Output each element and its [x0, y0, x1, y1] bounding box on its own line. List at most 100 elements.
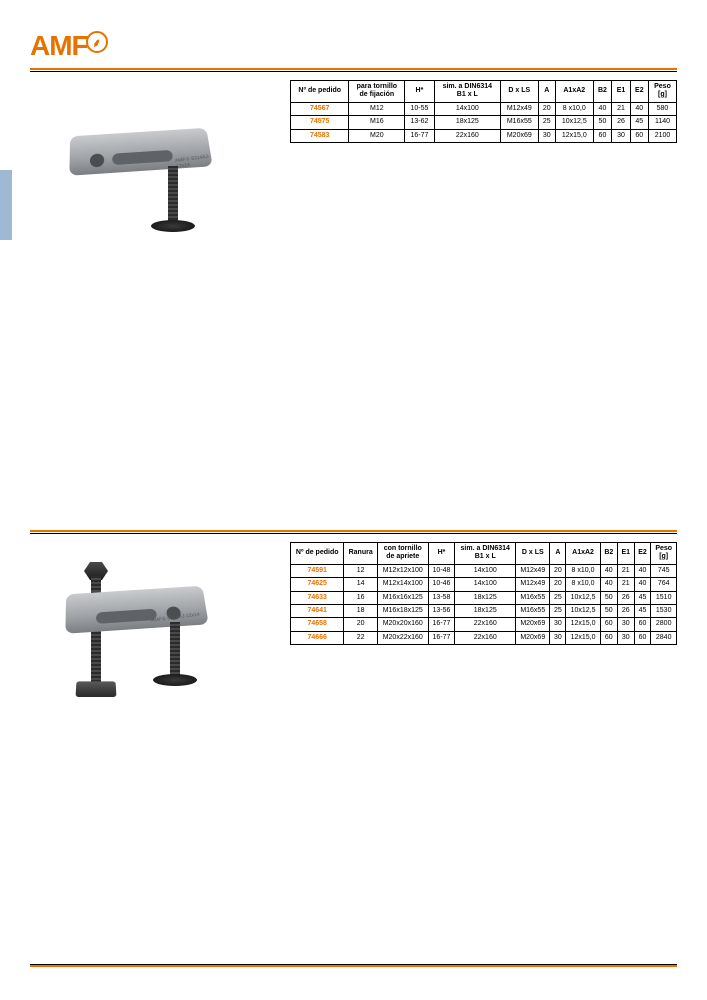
table-row: 7459112M12x12x10010-4814x100M12x49208 x1…: [291, 564, 677, 577]
table-cell: 74575: [291, 116, 349, 129]
table-header: E1: [612, 81, 630, 103]
table-cell: 21: [617, 578, 634, 591]
table-cell: 16-77: [428, 631, 455, 644]
table-header: D x LS: [501, 81, 539, 103]
table-row: 7463316M16x16x12513-5818x125M16x552510x1…: [291, 591, 677, 604]
table-header: E1: [617, 543, 634, 565]
table-cell: 2800: [651, 618, 677, 631]
section-1: AMF① 6314AJ-12x14 Nº de pedidopara torni…: [30, 80, 677, 270]
table-cell: 13-56: [428, 604, 455, 617]
table-cell: 74591: [291, 564, 344, 577]
table-1: Nº de pedidopara tornillode fijaciónH*si…: [290, 80, 677, 143]
table-cell: M20x20x160: [377, 618, 428, 631]
table-cell: 764: [651, 578, 677, 591]
table-header: A1xA2: [555, 81, 593, 103]
table-cell: M16x16x125: [377, 591, 428, 604]
table-cell: 30: [612, 129, 630, 142]
divider-black-2: [30, 533, 677, 534]
table-cell: 50: [593, 116, 612, 129]
table-cell: M16x18x125: [377, 604, 428, 617]
table-cell: M12x14x100: [377, 578, 428, 591]
table-header: Nº de pedido: [291, 543, 344, 565]
table-cell: 74583: [291, 129, 349, 142]
table-cell: M20x22x160: [377, 631, 428, 644]
table-cell: 40: [593, 102, 612, 115]
table-cell: 74625: [291, 578, 344, 591]
table-cell: 30: [617, 618, 634, 631]
section-1-right: Nº de pedidopara tornillode fijaciónH*si…: [290, 80, 677, 270]
table-header: Peso[g]: [648, 81, 676, 103]
table-cell: 74666: [291, 631, 344, 644]
table-cell: 60: [600, 618, 617, 631]
table-2: Nº de pedidoRanuracon tornillode apriete…: [290, 542, 677, 645]
table-cell: 21: [617, 564, 634, 577]
table-cell: 40: [634, 564, 651, 577]
table-cell: 580: [648, 102, 676, 115]
table-row: 74575M1613-6218x125M16x552510x12,5502645…: [291, 116, 677, 129]
table-header: A: [538, 81, 555, 103]
table-cell: 74633: [291, 591, 344, 604]
logo: AMF ⸙: [30, 30, 677, 62]
table-cell: 30: [550, 618, 566, 631]
table-cell: M16x55: [516, 591, 550, 604]
table-cell: 8 x10,0: [555, 102, 593, 115]
table-cell: 12x15,0: [566, 618, 600, 631]
table-cell: 10x12,5: [555, 116, 593, 129]
table-cell: 26: [617, 591, 634, 604]
table-cell: 22: [344, 631, 378, 644]
table-cell: 74641: [291, 604, 344, 617]
table-cell: 10-48: [428, 564, 455, 577]
product-image-1: AMF① 6314AJ-12x14: [60, 120, 240, 270]
table-header: E2: [634, 543, 651, 565]
table-header: con tornillode apriete: [377, 543, 428, 565]
side-tab: [0, 170, 12, 240]
table-cell: 25: [550, 604, 566, 617]
table-cell: 13-62: [405, 116, 434, 129]
table-cell: 18x125: [455, 591, 516, 604]
table-cell: 10-55: [405, 102, 434, 115]
table-cell: M16: [349, 116, 405, 129]
table-cell: 60: [634, 618, 651, 631]
table-cell: 60: [630, 129, 648, 142]
table-cell: 40: [634, 578, 651, 591]
section-2-right: Nº de pedidoRanuracon tornillode apriete…: [290, 542, 677, 752]
table-cell: 20: [550, 578, 566, 591]
table-row: 7466622M20x22x16016-7722x160M20x693012x1…: [291, 631, 677, 644]
table-header: sim. a DIN6314B1 x L: [455, 543, 516, 565]
table-cell: 22x160: [434, 129, 500, 142]
table-header: H*: [405, 81, 434, 103]
table-header: A: [550, 543, 566, 565]
table-header: Ranura: [344, 543, 378, 565]
table-cell: 16: [344, 591, 378, 604]
table-header: E2: [630, 81, 648, 103]
table-cell: M12x49: [516, 578, 550, 591]
table-row: 74567M1210-5514x100M12x49208 x10,0402140…: [291, 102, 677, 115]
table-cell: 50: [600, 591, 617, 604]
table-cell: 21: [612, 102, 630, 115]
table-cell: 20: [344, 618, 378, 631]
table-cell: 18x125: [455, 604, 516, 617]
table-cell: 10x12,5: [566, 591, 600, 604]
table-cell: 22x160: [455, 631, 516, 644]
table-cell: 40: [630, 102, 648, 115]
table-cell: M12x49: [501, 102, 539, 115]
table-header: H*: [428, 543, 455, 565]
table-cell: 12x15,0: [566, 631, 600, 644]
table-cell: 10-46: [428, 578, 455, 591]
table-cell: 14x100: [434, 102, 500, 115]
table-cell: 2840: [651, 631, 677, 644]
section-1-left: AMF① 6314AJ-12x14: [30, 80, 290, 270]
divider-black: [30, 71, 677, 72]
table-cell: 50: [600, 604, 617, 617]
table-cell: 30: [617, 631, 634, 644]
table-cell: 25: [550, 591, 566, 604]
table-row: 7465820M20x20x16016-7722x160M20x693012x1…: [291, 618, 677, 631]
table-cell: 12: [344, 564, 378, 577]
table-cell: 30: [550, 631, 566, 644]
table-header: D x LS: [516, 543, 550, 565]
footer-divider-orange: [30, 965, 677, 967]
table-cell: 45: [630, 116, 648, 129]
table-cell: 1530: [651, 604, 677, 617]
section-2-left: AMF① 6314AJ-12x14: [30, 542, 290, 752]
table-cell: 20: [538, 102, 555, 115]
